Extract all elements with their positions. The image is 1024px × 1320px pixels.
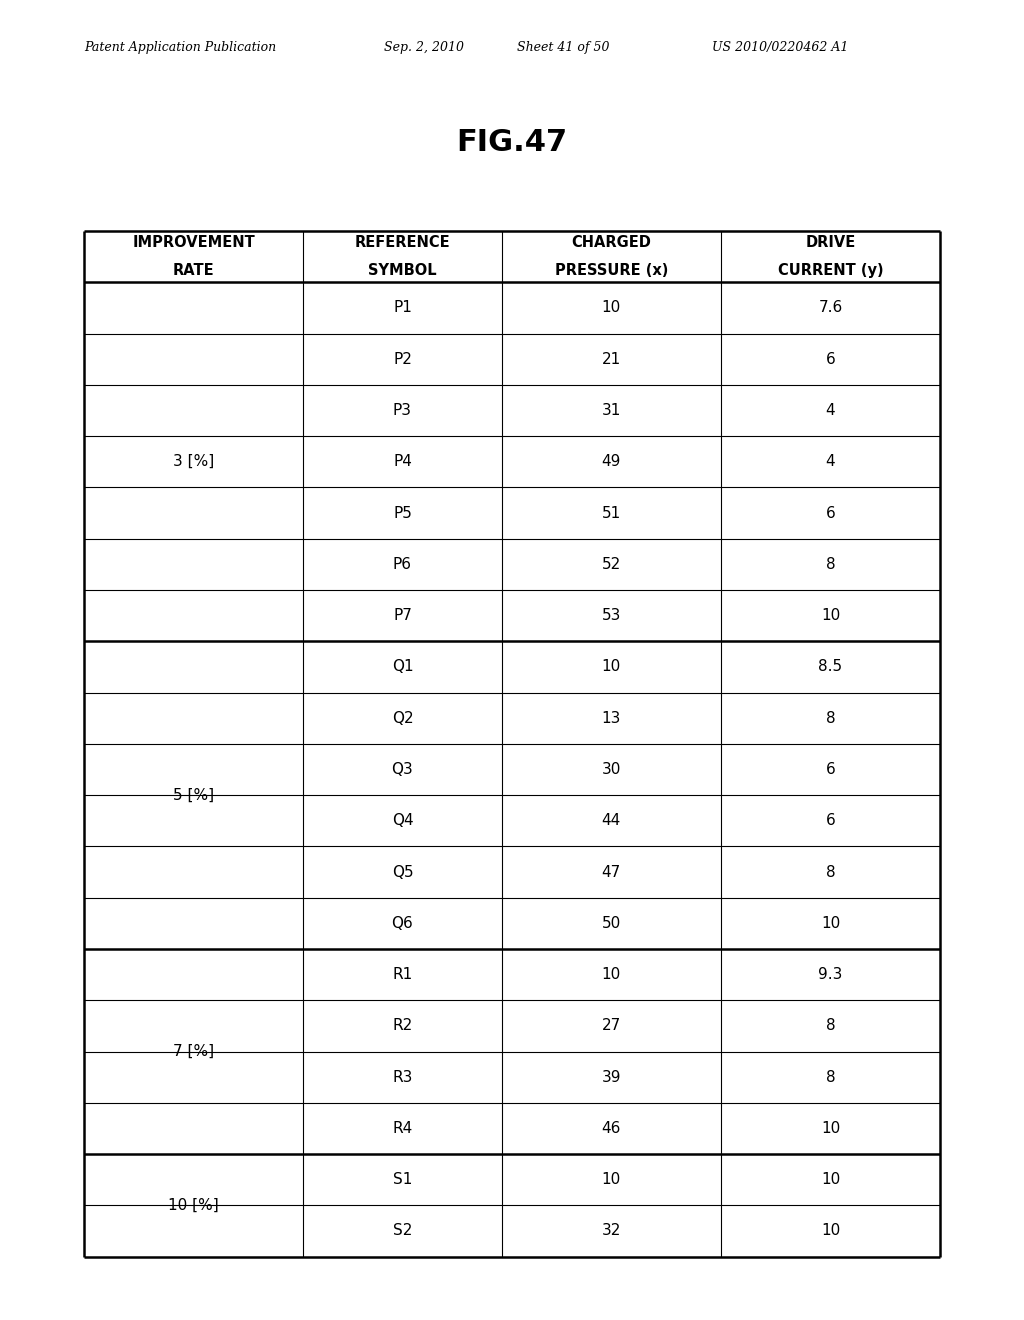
Text: Sheet 41 of 50: Sheet 41 of 50 [517,41,609,54]
Text: 10: 10 [821,1224,840,1238]
Text: CURRENT (y): CURRENT (y) [777,264,884,279]
Text: 4: 4 [825,403,836,418]
Text: 10: 10 [821,916,840,931]
Text: P5: P5 [393,506,412,520]
Text: 10: 10 [602,968,621,982]
Text: 10: 10 [602,1172,621,1187]
Text: R3: R3 [392,1069,413,1085]
Text: 3 [%]: 3 [%] [173,454,214,470]
Text: 10: 10 [821,1121,840,1137]
Text: IMPROVEMENT: IMPROVEMENT [132,235,255,249]
Text: SYMBOL: SYMBOL [369,264,437,279]
Text: FIG.47: FIG.47 [457,128,567,157]
Text: US 2010/0220462 A1: US 2010/0220462 A1 [712,41,848,54]
Text: 31: 31 [602,403,621,418]
Text: 7 [%]: 7 [%] [173,1044,214,1059]
Text: 6: 6 [825,762,836,777]
Text: P7: P7 [393,609,412,623]
Text: P1: P1 [393,301,412,315]
Text: 53: 53 [602,609,621,623]
Text: 9.3: 9.3 [818,968,843,982]
Text: 30: 30 [602,762,621,777]
Text: CHARGED: CHARGED [571,235,651,249]
Text: 8: 8 [825,1069,836,1085]
Text: R1: R1 [392,968,413,982]
Text: P4: P4 [393,454,412,470]
Text: Q2: Q2 [391,710,414,726]
Text: 50: 50 [602,916,621,931]
Text: RATE: RATE [173,264,214,279]
Text: Q3: Q3 [391,762,414,777]
Text: P3: P3 [393,403,412,418]
Text: S1: S1 [393,1172,412,1187]
Text: 6: 6 [825,813,836,828]
Text: 6: 6 [825,351,836,367]
Text: 46: 46 [602,1121,621,1137]
Text: Q6: Q6 [391,916,414,931]
Text: 4: 4 [825,454,836,470]
Text: Q1: Q1 [391,660,414,675]
Text: 27: 27 [602,1018,621,1034]
Text: P6: P6 [393,557,412,572]
Text: DRIVE: DRIVE [805,235,856,249]
Text: 10: 10 [821,1172,840,1187]
Text: S2: S2 [393,1224,412,1238]
Text: Patent Application Publication: Patent Application Publication [84,41,276,54]
Text: 10 [%]: 10 [%] [168,1197,219,1213]
Text: P2: P2 [393,351,412,367]
Text: R2: R2 [392,1018,413,1034]
Text: 8.5: 8.5 [818,660,843,675]
Text: 39: 39 [602,1069,622,1085]
Text: 13: 13 [602,710,621,726]
Text: 10: 10 [602,301,621,315]
Text: Sep. 2, 2010: Sep. 2, 2010 [384,41,464,54]
Text: PRESSURE (x): PRESSURE (x) [555,264,668,279]
Text: 47: 47 [602,865,621,879]
Text: 8: 8 [825,865,836,879]
Text: 8: 8 [825,557,836,572]
Text: 52: 52 [602,557,621,572]
Text: 5 [%]: 5 [%] [173,788,214,803]
Text: 21: 21 [602,351,621,367]
Text: 8: 8 [825,1018,836,1034]
Text: 44: 44 [602,813,621,828]
Text: Q5: Q5 [391,865,414,879]
Text: R4: R4 [392,1121,413,1137]
Text: 7.6: 7.6 [818,301,843,315]
Text: 51: 51 [602,506,621,520]
Text: 8: 8 [825,710,836,726]
Text: 49: 49 [602,454,621,470]
Text: 10: 10 [821,609,840,623]
Text: 10: 10 [602,660,621,675]
Text: Q4: Q4 [391,813,414,828]
Text: REFERENCE: REFERENCE [354,235,451,249]
Text: 32: 32 [602,1224,621,1238]
Text: 6: 6 [825,506,836,520]
